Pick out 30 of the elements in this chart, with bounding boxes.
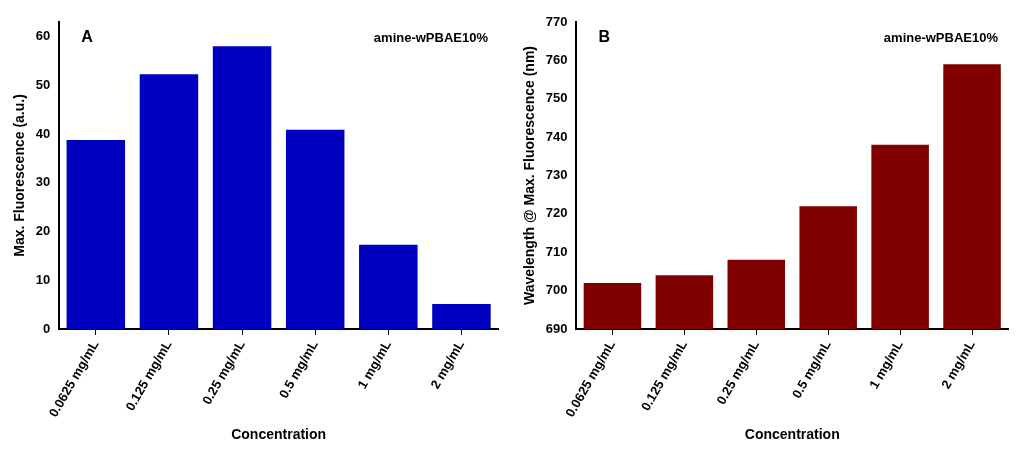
y-tick-label: 740: [545, 128, 568, 144]
y-tick-label: 40: [35, 125, 51, 141]
y-axis-title: Max. Fluorescence (a.u.): [11, 94, 28, 257]
bar: [66, 139, 126, 329]
x-axis-title: Concentration: [231, 426, 327, 443]
y-tick-label: 0: [43, 320, 51, 336]
annotation: B: [598, 28, 611, 46]
bar: [139, 74, 199, 329]
annotation: amine-wPBAE10%: [373, 30, 489, 46]
bar: [432, 304, 491, 329]
y-tick-label: 50: [35, 76, 51, 92]
y-tick-label: 690: [545, 320, 568, 336]
y-tick-label: 30: [35, 174, 51, 190]
bar: [212, 46, 272, 329]
y-tick-label: 750: [545, 90, 568, 106]
y-axis-title: Wavelength @ Max. Fluorescence (nm): [521, 45, 538, 305]
bar: [285, 129, 345, 329]
y-tick-label: 770: [545, 13, 568, 29]
annotation: amine-wPBAE10%: [883, 30, 999, 46]
y-tick-label: 60: [35, 28, 51, 44]
y-tick-label: 760: [545, 51, 568, 67]
bar: [359, 244, 418, 329]
y-tick-label: 730: [545, 167, 568, 183]
y-tick-label: 720: [545, 205, 568, 221]
annotation: A: [81, 28, 94, 46]
y-tick-label: 700: [545, 282, 568, 298]
x-axis-title: Concentration: [744, 426, 840, 443]
y-tick-label: 710: [545, 243, 568, 259]
y-tick-label: 10: [35, 271, 51, 287]
y-tick-label: 20: [35, 223, 51, 239]
